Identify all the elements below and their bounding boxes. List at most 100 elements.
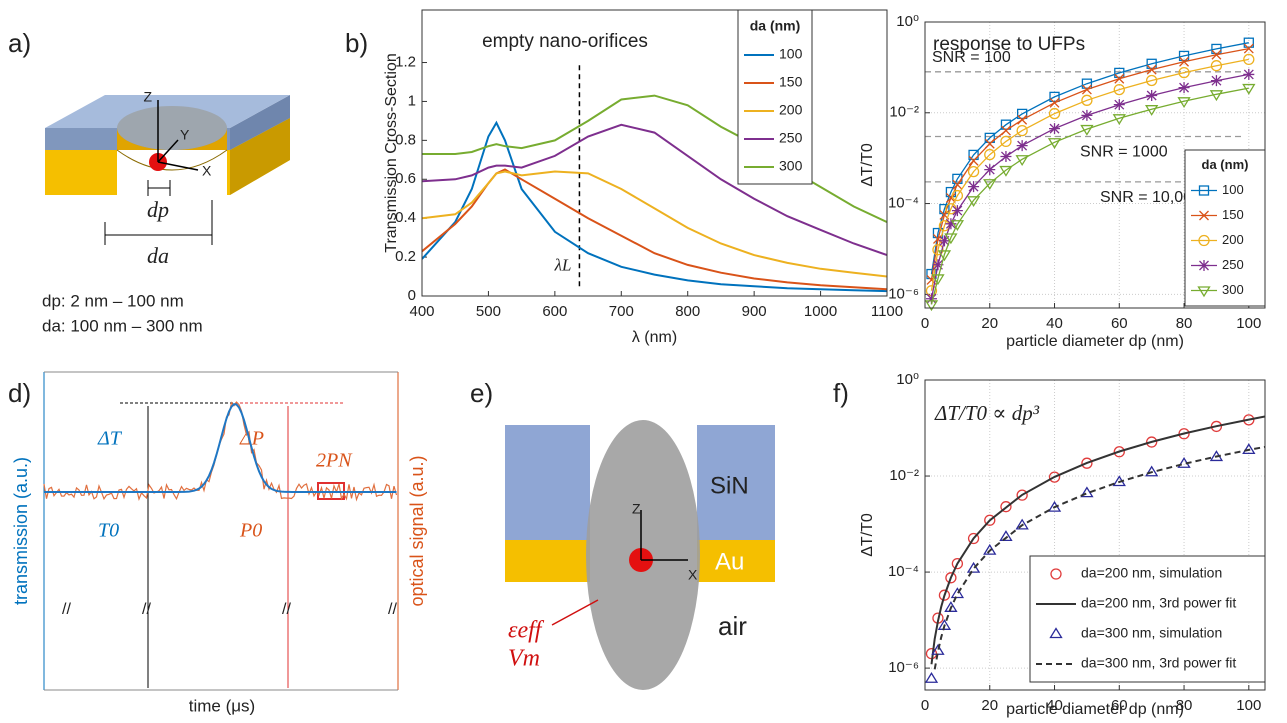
marker: [1049, 123, 1060, 134]
x-tick-label: 60: [1111, 315, 1128, 332]
y-tick-label: 10⁰: [896, 371, 919, 388]
x-tick-label: 20: [981, 697, 998, 714]
panel-label: b): [345, 28, 368, 58]
label: ΔT: [97, 428, 123, 450]
break: //: [388, 601, 397, 618]
legend-label: 300: [1222, 282, 1244, 297]
legend-label: da=300 nm, 3rd power fit: [1081, 655, 1236, 671]
x-label: time (μs): [189, 696, 255, 715]
reference-label: λL: [554, 256, 572, 275]
y-tick-label: 10⁻⁴: [888, 195, 919, 212]
marker: [1211, 75, 1222, 86]
x-axis-label: λ (nm): [632, 329, 677, 346]
axis-label: X: [202, 163, 212, 179]
y-tick-label: 10⁻⁴: [888, 563, 919, 580]
chart-title: empty nano-orifices: [482, 31, 648, 52]
y-label: optical signal (a.u.): [407, 455, 427, 606]
x-tick-label: 500: [476, 303, 501, 320]
axis-label: Y: [180, 127, 190, 143]
y-axis-label: ΔT/T0: [859, 143, 876, 187]
y-axis-label: Transmission Cross-Section: [383, 53, 400, 252]
figure: a) Z Y X dp da dp: 2 nm – 100 nm da: 100…: [0, 0, 1287, 723]
dim-label: dp: [147, 197, 169, 222]
range-text: dp: 2 nm – 100 nm: [42, 291, 184, 310]
x-tick-label: 100: [1236, 315, 1261, 332]
marker: [968, 181, 979, 192]
marker: [1114, 99, 1125, 110]
x-tick-label: 1000: [804, 303, 837, 320]
chart: 4005006007008009001000110000.20.40.60.81…: [383, 10, 903, 346]
legend-label: 150: [779, 74, 803, 90]
x-tick-label: 80: [1176, 315, 1193, 332]
axis-label: Z: [143, 89, 152, 105]
x-tick-label: 1100: [871, 303, 903, 320]
legend-label: da=200 nm, 3rd power fit: [1081, 595, 1236, 611]
x-tick-label: 40: [1046, 315, 1063, 332]
y-tick-label: 10⁻²: [889, 104, 919, 121]
break: //: [142, 601, 151, 618]
chart-title: response to UFPs: [933, 34, 1085, 55]
break: //: [62, 601, 71, 618]
x-tick-label: 400: [409, 303, 434, 320]
annotation: ΔT/T0 ∝ dp³: [934, 401, 1040, 425]
y-tick-label: 10⁰: [896, 13, 919, 30]
marker: [1000, 151, 1011, 162]
y-tick-label: 10⁻²: [889, 467, 919, 484]
label: P0: [239, 520, 262, 542]
legend-label: 300: [779, 158, 803, 174]
x-tick-label: 0: [921, 697, 929, 714]
range-text: da: 100 nm – 300 nm: [42, 316, 203, 335]
legend-title: da (nm): [750, 18, 801, 34]
panel-label: d): [8, 378, 31, 408]
label: 2PN: [316, 450, 353, 472]
x-tick-label: 0: [921, 315, 929, 332]
reference-label: SNR = 1000: [1080, 144, 1168, 161]
legend-label: 150: [1222, 207, 1244, 222]
marker: [1199, 260, 1210, 271]
au-block: [505, 540, 590, 582]
label: T0: [98, 520, 119, 542]
marker: [1081, 110, 1092, 121]
legend-label: da=300 nm, simulation: [1081, 625, 1222, 641]
marker: [1017, 140, 1028, 151]
marker: [952, 205, 963, 216]
legend-label: 100: [1222, 182, 1244, 197]
x-axis-label: particle diameter dp (nm): [1006, 333, 1184, 350]
x-tick-label: 900: [742, 303, 767, 320]
x-tick-label: 700: [609, 303, 634, 320]
y-axis-label: ΔT/T0: [859, 513, 876, 557]
panel-label: a): [8, 28, 31, 58]
break: //: [282, 601, 291, 618]
x-tick-label: 100: [1236, 697, 1261, 714]
sin-block: [505, 425, 590, 540]
panel-label: f): [833, 378, 849, 408]
y-tick-label: 1: [408, 92, 416, 109]
legend-label: 200: [779, 102, 803, 118]
legend-title: da (nm): [1202, 157, 1249, 172]
y-tick-label: 10⁻⁶: [888, 285, 919, 302]
x-axis-label: particle diameter dp (nm): [1006, 701, 1184, 718]
layer-label: SiN: [710, 472, 749, 499]
eps-label: εeff: [508, 618, 545, 644]
panel-label: e): [470, 378, 493, 408]
y-tick-label: 0: [408, 287, 416, 304]
legend-label: da=200 nm, simulation: [1081, 565, 1222, 581]
marker: [945, 218, 956, 229]
x-tick-label: 800: [675, 303, 700, 320]
marker: [1179, 82, 1190, 93]
dim-label: da: [147, 243, 169, 268]
layer-label: air: [718, 611, 747, 641]
y-label: transmission (a.u.): [11, 457, 31, 605]
axis-label: Z: [632, 501, 641, 517]
axis-label: X: [688, 567, 698, 583]
legend-label: 250: [1222, 257, 1244, 272]
marker: [1146, 90, 1157, 101]
marker: [1243, 69, 1254, 80]
orifice: [117, 106, 227, 150]
y-tick-label: 10⁻⁶: [888, 659, 919, 676]
vm-label: Vm: [508, 646, 540, 672]
legend-label: 100: [779, 46, 803, 62]
x-tick-label: 20: [981, 315, 998, 332]
marker: [984, 164, 995, 175]
x-tick-label: 600: [542, 303, 567, 320]
